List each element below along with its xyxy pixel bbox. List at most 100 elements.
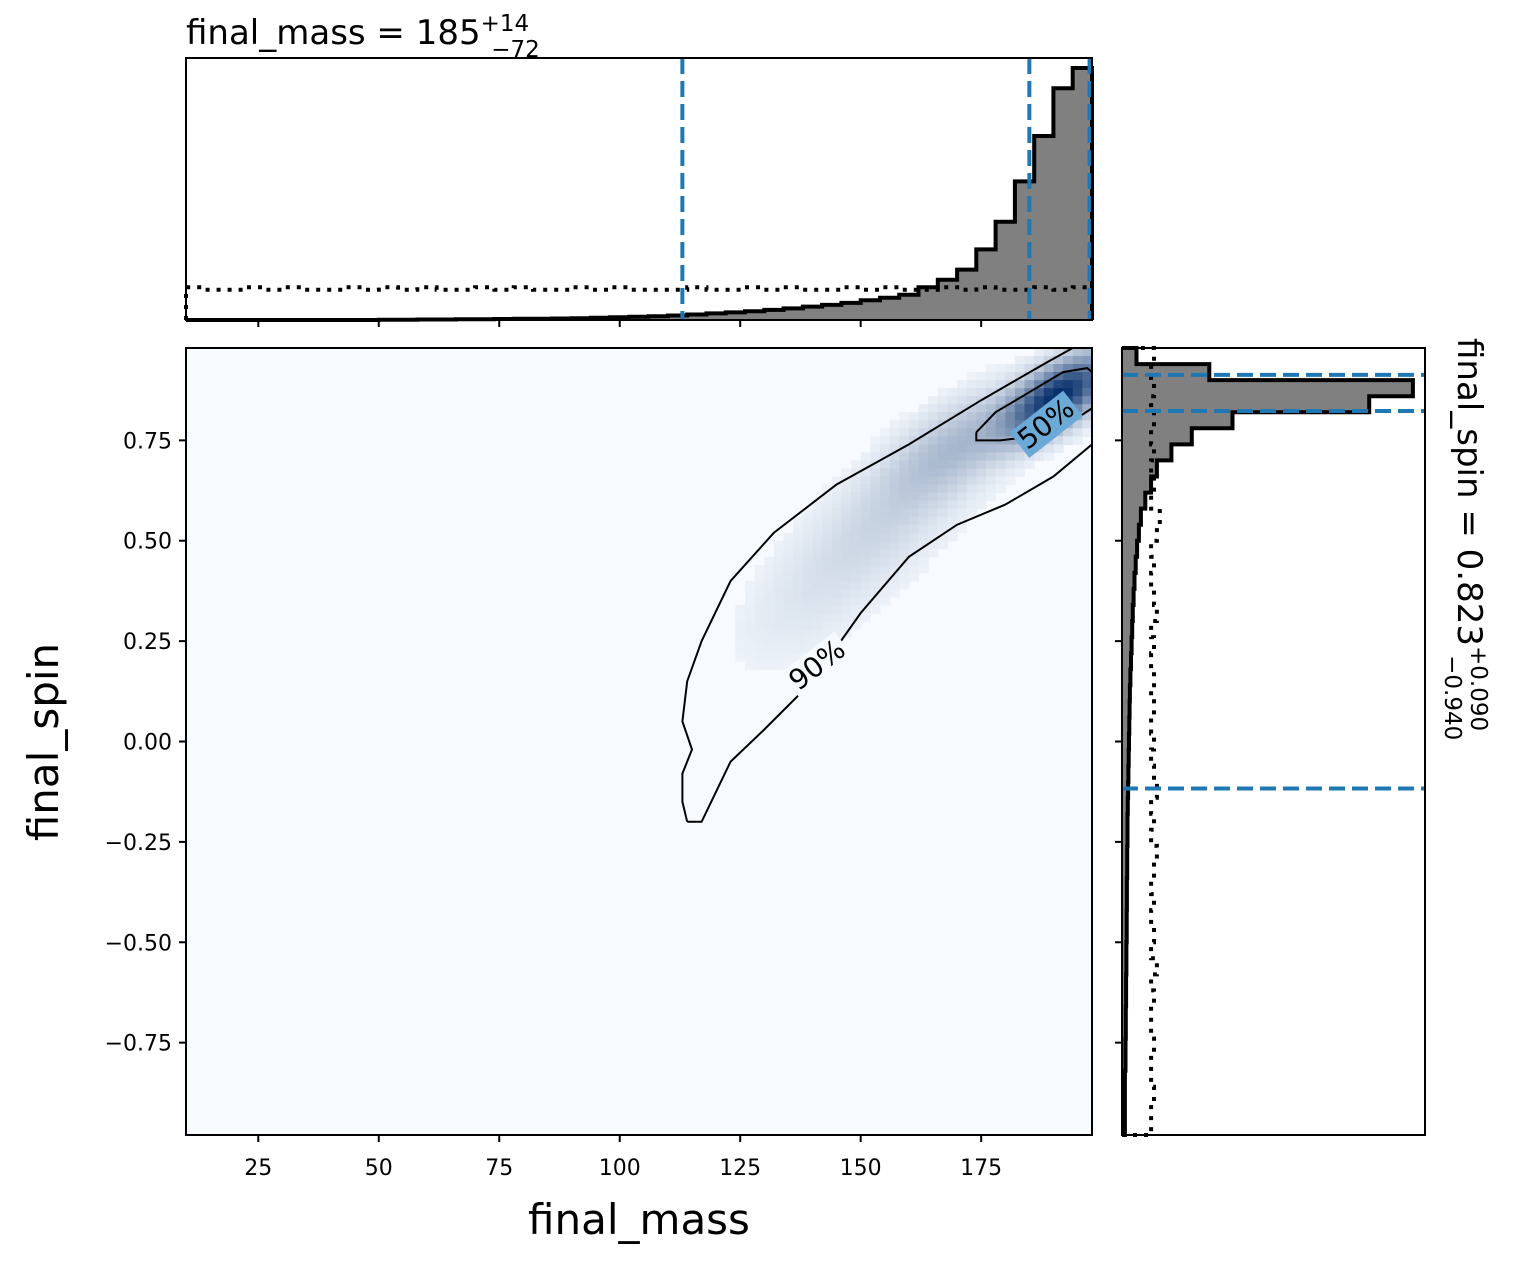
heatmap-cell xyxy=(889,580,900,590)
heatmap-cell xyxy=(918,516,929,526)
heatmap-cell xyxy=(831,492,843,502)
heatmap-cell xyxy=(1024,356,1035,365)
heatmap-cell xyxy=(947,516,958,526)
heatmap-cell xyxy=(870,444,881,453)
heatmap-cell xyxy=(889,588,900,598)
heatmap-cell xyxy=(822,516,833,526)
heatmap-cell xyxy=(870,492,881,502)
heatmap-cell xyxy=(889,428,900,437)
heatmap-cell xyxy=(899,436,910,445)
heatmap-cell xyxy=(802,637,814,646)
heatmap-cell xyxy=(754,588,765,598)
mass-title-sub: −72 xyxy=(491,37,540,63)
heatmap-cell xyxy=(908,428,920,437)
heatmap-cell xyxy=(1063,388,1074,397)
heatmap-cell xyxy=(812,588,823,598)
heatmap-cell xyxy=(937,476,949,486)
heatmap-cell xyxy=(860,580,871,590)
heatmap-cell xyxy=(802,532,814,542)
heatmap-cell xyxy=(783,637,794,646)
heatmap-cell xyxy=(937,388,949,397)
heatmap-cell xyxy=(899,468,910,478)
heatmap-cell xyxy=(812,516,823,526)
mass-title-sup: +14 xyxy=(481,11,530,37)
heatmap-cell xyxy=(995,396,1006,405)
heatmap-cell xyxy=(957,396,968,405)
heatmap-cell xyxy=(976,372,987,381)
heatmap-cell xyxy=(1034,356,1045,365)
heatmap-cell xyxy=(1063,348,1074,357)
heatmap-cell xyxy=(793,637,804,646)
heatmap-cell xyxy=(879,500,891,510)
heatmap-cell xyxy=(928,484,939,494)
heatmap-cell xyxy=(841,516,852,526)
heatmap-cell xyxy=(812,637,823,646)
heatmap-cell xyxy=(822,508,833,518)
heatmap-cell xyxy=(1034,396,1045,405)
heatmap-cell xyxy=(976,420,987,429)
heatmap-cell xyxy=(947,452,958,462)
heatmap-cell xyxy=(812,500,823,510)
heatmap-cell xyxy=(899,500,910,510)
heatmap-cell xyxy=(899,564,910,574)
heatmap-cell xyxy=(976,404,987,413)
heatmap-cell xyxy=(793,572,804,582)
heatmap-cell xyxy=(812,613,823,622)
heatmap-cell xyxy=(773,637,785,646)
heatmap-cell xyxy=(812,540,823,550)
heatmap-cell xyxy=(773,548,785,558)
heatmap-cell xyxy=(928,436,939,445)
heatmap-cell xyxy=(802,580,814,590)
heatmap-cell xyxy=(783,613,794,622)
heatmap-cell xyxy=(851,556,862,566)
heatmap-cell xyxy=(966,468,977,478)
heatmap-cell xyxy=(870,436,881,445)
heatmap-cell xyxy=(928,500,939,510)
heatmap-cell xyxy=(870,484,881,494)
heatmap-cell xyxy=(947,468,958,478)
heatmap-cell xyxy=(1005,364,1016,373)
heatmap-cell xyxy=(899,476,910,486)
y-axis-ticks: 0.75 0.50 0.25 0.00 −0.25 −0.50 −0.75 xyxy=(105,429,186,1057)
heatmap-cell xyxy=(841,508,852,518)
heatmap-cell xyxy=(908,412,920,421)
heatmap-cell xyxy=(1034,388,1045,397)
heatmap-cell xyxy=(1014,452,1026,462)
heatmap-cell xyxy=(1053,348,1064,357)
heatmap-cell xyxy=(918,532,929,542)
heatmap-cell xyxy=(947,444,958,453)
heatmap-cell xyxy=(889,540,900,550)
heatmap-cell xyxy=(773,653,785,662)
heatmap-cell xyxy=(995,484,1006,494)
heatmap-cell xyxy=(889,508,900,518)
heatmap-cell xyxy=(783,653,794,662)
heatmap-cell xyxy=(841,572,852,582)
heatmap-cell xyxy=(831,500,843,510)
heatmap-cell xyxy=(889,564,900,574)
heatmap-cell xyxy=(879,572,891,582)
heatmap-cell xyxy=(1043,372,1055,381)
heatmap-cell xyxy=(851,613,862,622)
heatmap-cell xyxy=(754,653,765,662)
heatmap-cell xyxy=(802,540,814,550)
heatmap-cell xyxy=(1082,388,1093,397)
heatmap-cell xyxy=(879,476,891,486)
mass-prior-outline xyxy=(184,285,1094,320)
heatmap-cell xyxy=(754,645,765,654)
heatmap-cell xyxy=(764,613,775,622)
heatmap-cell xyxy=(783,580,794,590)
heatmap-cell xyxy=(860,556,871,566)
heatmap-cell xyxy=(1082,396,1093,405)
heatmap-cell xyxy=(841,548,852,558)
heatmap-cell xyxy=(985,428,997,437)
heatmap-cell xyxy=(937,452,949,462)
heatmap-cell xyxy=(783,556,794,566)
heatmap-cell xyxy=(957,436,968,445)
heatmap-cell xyxy=(1072,364,1083,373)
heatmap-cell xyxy=(985,492,997,502)
heatmap-cell xyxy=(870,540,881,550)
heatmap-cell xyxy=(822,580,833,590)
heatmap-cell xyxy=(764,580,775,590)
heatmap-cell xyxy=(822,532,833,542)
